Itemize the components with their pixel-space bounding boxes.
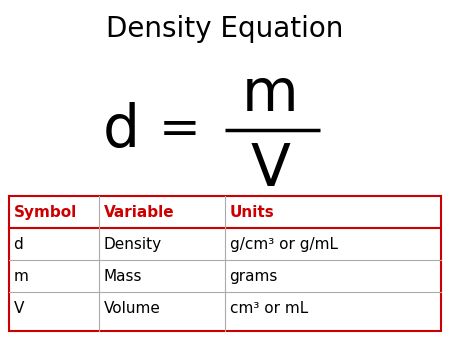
Text: Density: Density [104,237,162,252]
Text: Units: Units [230,204,274,220]
Text: cm³ or mL: cm³ or mL [230,301,308,316]
Text: g/cm³ or g/mL: g/cm³ or g/mL [230,237,338,252]
Text: V: V [14,301,24,316]
Text: d: d [103,102,140,159]
Text: Mass: Mass [104,269,142,284]
Bar [9,196,441,331]
Text: Symbol: Symbol [14,204,77,220]
Text: Density Equation: Density Equation [106,15,344,43]
Text: Variable: Variable [104,204,174,220]
Text: V: V [250,141,290,197]
Text: =: = [159,106,201,154]
Text: m: m [14,269,28,284]
Text: grams: grams [230,269,278,284]
Text: Volume: Volume [104,301,160,316]
Text: m: m [242,66,298,123]
Text: d: d [14,237,23,252]
